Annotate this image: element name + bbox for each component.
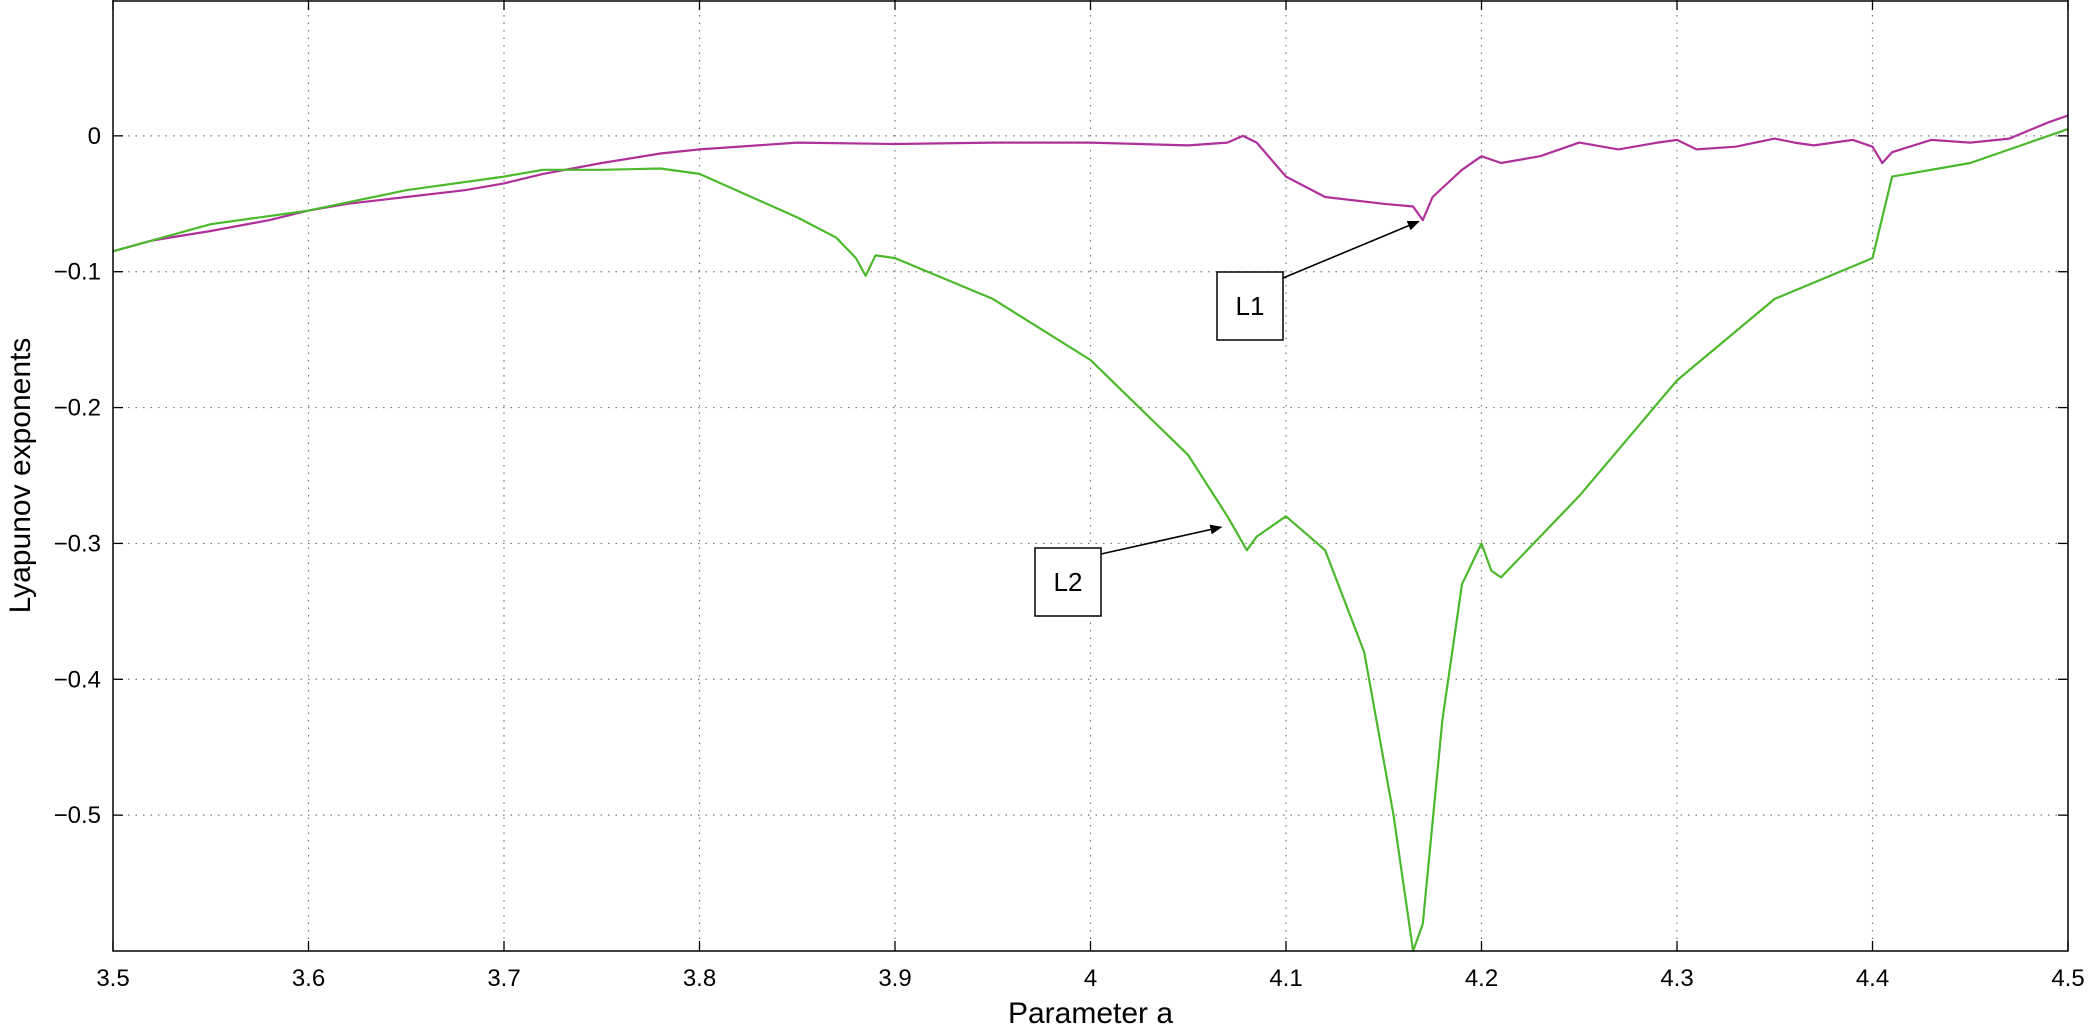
series-line-l1 <box>112 114 2069 253</box>
grid <box>113 0 2068 951</box>
y-tick-label: −0.4 <box>54 666 101 693</box>
x-tick-label: 4.3 <box>1660 965 1693 992</box>
callout-arrow <box>1282 220 1420 279</box>
x-tick-label: 4 <box>1084 965 1097 992</box>
x-axis-label: Parameter a <box>1008 997 1173 1030</box>
callout-l1: L1 <box>1216 220 1420 341</box>
x-tick-label: 4.2 <box>1465 965 1498 992</box>
callout-l2: L2 <box>1034 524 1223 617</box>
callout-arrow <box>1100 524 1223 555</box>
callout-label: L2 <box>1054 567 1083 597</box>
series-line-l2 <box>112 128 2069 953</box>
y-tick-label: −0.2 <box>54 395 101 422</box>
x-tick-label: 4.4 <box>1856 965 1889 992</box>
y-tick-label: −0.1 <box>54 259 101 286</box>
ticks: 3.5 3.6 3.7 3.8 3.9 4 4.1 4.2 4.3 4.4 4.5 0 −0.1 −0.2… <box>54 0 2085 992</box>
x-tick-label: 4.1 <box>1269 965 1302 992</box>
x-tick-label: 3.7 <box>487 965 520 992</box>
x-tick-label: 3.8 <box>683 965 716 992</box>
y-tick-label: 0 <box>88 123 101 150</box>
x-tick-label: 4.5 <box>2051 965 2084 992</box>
x-tick-label: 3.6 <box>292 965 325 992</box>
x-tick-label: 3.5 <box>96 965 129 992</box>
annotations: L1 L2 <box>1034 220 1420 617</box>
series-group <box>112 114 2069 953</box>
callout-box <box>1216 271 1284 341</box>
x-tick-label: 3.9 <box>878 965 911 992</box>
y-tick-label: −0.3 <box>54 530 101 557</box>
callout-label: L1 <box>1236 291 1265 321</box>
y-tick-label: −0.5 <box>54 802 101 829</box>
y-axis-label: Lyapunov exponents <box>4 338 37 614</box>
callout-box <box>1034 547 1102 617</box>
